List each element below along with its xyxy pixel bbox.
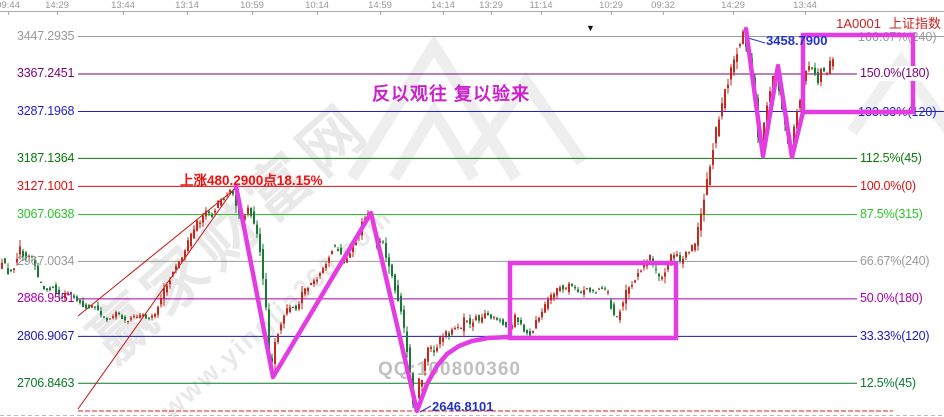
time-tick (805, 11, 806, 15)
time-label: 10:29 (599, 0, 623, 11)
watermark-logo-chevrons (346, 34, 944, 182)
grid-percent-label: 87.5%(315) (859, 207, 924, 223)
time-label: 10:14 (305, 0, 329, 11)
bottom-price-label: 2646.8101 (432, 399, 494, 414)
grid-price-label: 2886.9551 (17, 291, 75, 306)
grid-percent-label: 50.0%(180) (859, 291, 924, 307)
time-tick (443, 11, 444, 15)
time-tick (733, 11, 734, 15)
time-tick (541, 11, 542, 15)
grid-price-label: 2967.0034 (17, 253, 75, 268)
grid-price-label: 3067.0638 (17, 207, 75, 222)
grid-percent-label: 12.5%(45) (859, 375, 917, 391)
grid-percent-label: 100.0%(0) (859, 178, 917, 194)
time-label: 14:59 (368, 0, 392, 11)
grid-price-label: 2706.8463 (17, 375, 75, 390)
time-label: 13:14 (175, 0, 199, 11)
grid-price-label: 3367.2451 (17, 66, 75, 81)
time-axis: 09:44 14:29 13:44 13:14 10:59 10:14 14:59 14:14… (0, 0, 944, 11)
time-tick (491, 11, 492, 15)
grid-price-label: 2806.9067 (17, 328, 75, 343)
symbol-name: 上证指数 (888, 16, 941, 31)
time-axis-line (0, 11, 944, 12)
symbol-code: 1A0001 (836, 16, 881, 31)
time-label: 14:29 (45, 0, 69, 11)
time-label: 13:29 (479, 0, 503, 11)
grid-percent-label: 66.67%(240) (859, 253, 931, 269)
rise-annotation: 上涨480.2900点18.15% (180, 173, 323, 188)
time-tick (317, 11, 318, 15)
time-label: 14:14 (431, 0, 455, 11)
time-tick (380, 11, 381, 15)
grid-percent-label: 150.0%(180) (859, 66, 931, 82)
time-label: 13:44 (111, 0, 135, 11)
time-tick (252, 11, 253, 15)
time-tick (8, 11, 9, 15)
time-label: 09:44 (0, 0, 20, 11)
time-tick (57, 11, 58, 15)
grid-price-label: 3287.1968 (17, 103, 75, 118)
motto-annotation: 反以观往 复以验来 (372, 84, 531, 104)
grid-price-label: 3127.1001 (17, 178, 75, 193)
time-label: 10:59 (240, 0, 264, 11)
peak-price-label: 3458.7900 (766, 33, 828, 48)
grid-percent-label: 33.33%(120) (859, 328, 931, 344)
trend-zigzag-overlay (233, 183, 513, 414)
time-tick (611, 11, 612, 15)
time-tick (187, 11, 188, 15)
grid-percent-label: 112.5%(45) (859, 150, 923, 166)
grid-price-label: 3187.1364 (17, 150, 75, 165)
time-tick (123, 11, 124, 15)
time-label: 09:32 (651, 0, 675, 11)
time-tick (663, 11, 664, 15)
time-label: 14:29 (721, 0, 745, 11)
trend-zigzag-overlay (743, 26, 806, 160)
time-label: 11:14 (529, 0, 553, 11)
consolidation-box-overlay (507, 260, 679, 341)
grid-price-label: 3447.2935 (17, 29, 75, 43)
symbol-label: 1A0001 上证指数 (836, 13, 941, 32)
dropdown-arrow-icon[interactable]: ▼ (586, 23, 595, 33)
time-label: 13:44 (793, 0, 817, 11)
